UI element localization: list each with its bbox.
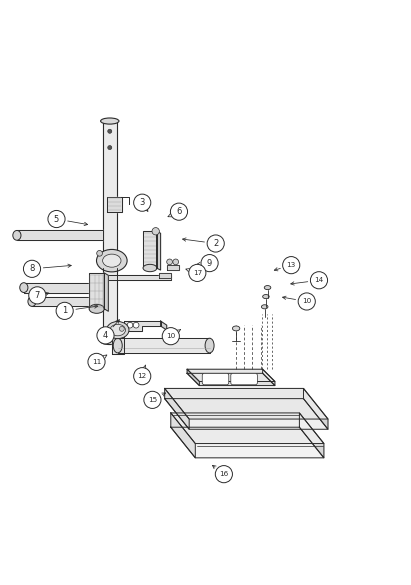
Text: 2: 2 <box>213 239 218 248</box>
Ellipse shape <box>233 326 240 331</box>
Circle shape <box>144 391 161 408</box>
Circle shape <box>134 367 151 385</box>
Text: 8: 8 <box>29 264 35 273</box>
Ellipse shape <box>143 264 157 271</box>
Text: 1: 1 <box>62 307 67 315</box>
Text: 7: 7 <box>35 291 40 300</box>
Ellipse shape <box>101 118 119 124</box>
Circle shape <box>127 322 133 328</box>
Circle shape <box>108 129 112 133</box>
Circle shape <box>189 264 206 281</box>
Ellipse shape <box>110 324 125 336</box>
Polygon shape <box>165 398 328 429</box>
Polygon shape <box>263 369 275 386</box>
Circle shape <box>283 257 300 274</box>
Ellipse shape <box>264 285 271 290</box>
Polygon shape <box>89 273 104 309</box>
Ellipse shape <box>263 294 269 298</box>
Circle shape <box>97 327 114 344</box>
Polygon shape <box>143 231 157 268</box>
Polygon shape <box>24 283 103 292</box>
Ellipse shape <box>113 338 122 353</box>
Polygon shape <box>165 388 189 429</box>
Ellipse shape <box>28 297 36 307</box>
Ellipse shape <box>89 304 104 314</box>
Text: 10: 10 <box>166 333 175 339</box>
Polygon shape <box>32 297 103 307</box>
Circle shape <box>152 228 159 235</box>
Circle shape <box>310 271 328 289</box>
Circle shape <box>134 194 151 211</box>
Polygon shape <box>104 273 109 311</box>
Polygon shape <box>118 338 210 353</box>
Circle shape <box>201 254 218 271</box>
Circle shape <box>119 326 124 331</box>
Circle shape <box>108 146 112 150</box>
Polygon shape <box>187 373 275 386</box>
Polygon shape <box>171 413 195 458</box>
Circle shape <box>133 322 139 328</box>
Ellipse shape <box>13 230 21 240</box>
Ellipse shape <box>20 283 28 292</box>
Polygon shape <box>171 413 324 443</box>
Ellipse shape <box>112 329 124 338</box>
Polygon shape <box>104 276 171 280</box>
Text: 4: 4 <box>103 331 108 340</box>
Circle shape <box>162 328 179 345</box>
Circle shape <box>88 353 105 370</box>
Text: 17: 17 <box>193 270 202 276</box>
Polygon shape <box>124 321 161 331</box>
Polygon shape <box>167 265 179 270</box>
Ellipse shape <box>103 254 121 267</box>
Circle shape <box>29 287 46 304</box>
Circle shape <box>97 250 102 256</box>
Circle shape <box>56 302 73 319</box>
FancyBboxPatch shape <box>231 373 257 385</box>
Polygon shape <box>17 230 103 240</box>
Text: 6: 6 <box>176 207 182 216</box>
Polygon shape <box>112 333 124 354</box>
Ellipse shape <box>106 322 129 339</box>
Circle shape <box>167 259 173 265</box>
Polygon shape <box>161 321 167 330</box>
Circle shape <box>173 259 178 265</box>
Ellipse shape <box>261 305 268 309</box>
Text: 13: 13 <box>286 262 296 268</box>
Text: 9: 9 <box>207 259 212 267</box>
Polygon shape <box>171 427 324 458</box>
Polygon shape <box>299 413 324 458</box>
Ellipse shape <box>97 249 127 272</box>
Circle shape <box>298 293 315 310</box>
Circle shape <box>23 260 41 277</box>
Ellipse shape <box>101 339 119 345</box>
Polygon shape <box>187 369 199 386</box>
Polygon shape <box>107 197 122 212</box>
Text: 11: 11 <box>92 359 101 365</box>
Polygon shape <box>187 369 275 381</box>
Text: 10: 10 <box>302 298 312 304</box>
Text: 15: 15 <box>148 397 157 403</box>
Polygon shape <box>165 388 328 419</box>
Text: 12: 12 <box>138 373 147 379</box>
Circle shape <box>215 466 233 483</box>
FancyBboxPatch shape <box>202 373 229 385</box>
Text: 16: 16 <box>219 471 229 477</box>
Text: 5: 5 <box>54 215 59 223</box>
Polygon shape <box>303 388 328 429</box>
Polygon shape <box>159 273 171 278</box>
Polygon shape <box>157 231 161 270</box>
Text: 3: 3 <box>140 198 145 207</box>
Circle shape <box>171 203 187 220</box>
Circle shape <box>48 211 65 228</box>
Polygon shape <box>103 121 117 342</box>
Circle shape <box>207 235 224 252</box>
Ellipse shape <box>205 338 214 353</box>
Text: 14: 14 <box>314 277 323 283</box>
